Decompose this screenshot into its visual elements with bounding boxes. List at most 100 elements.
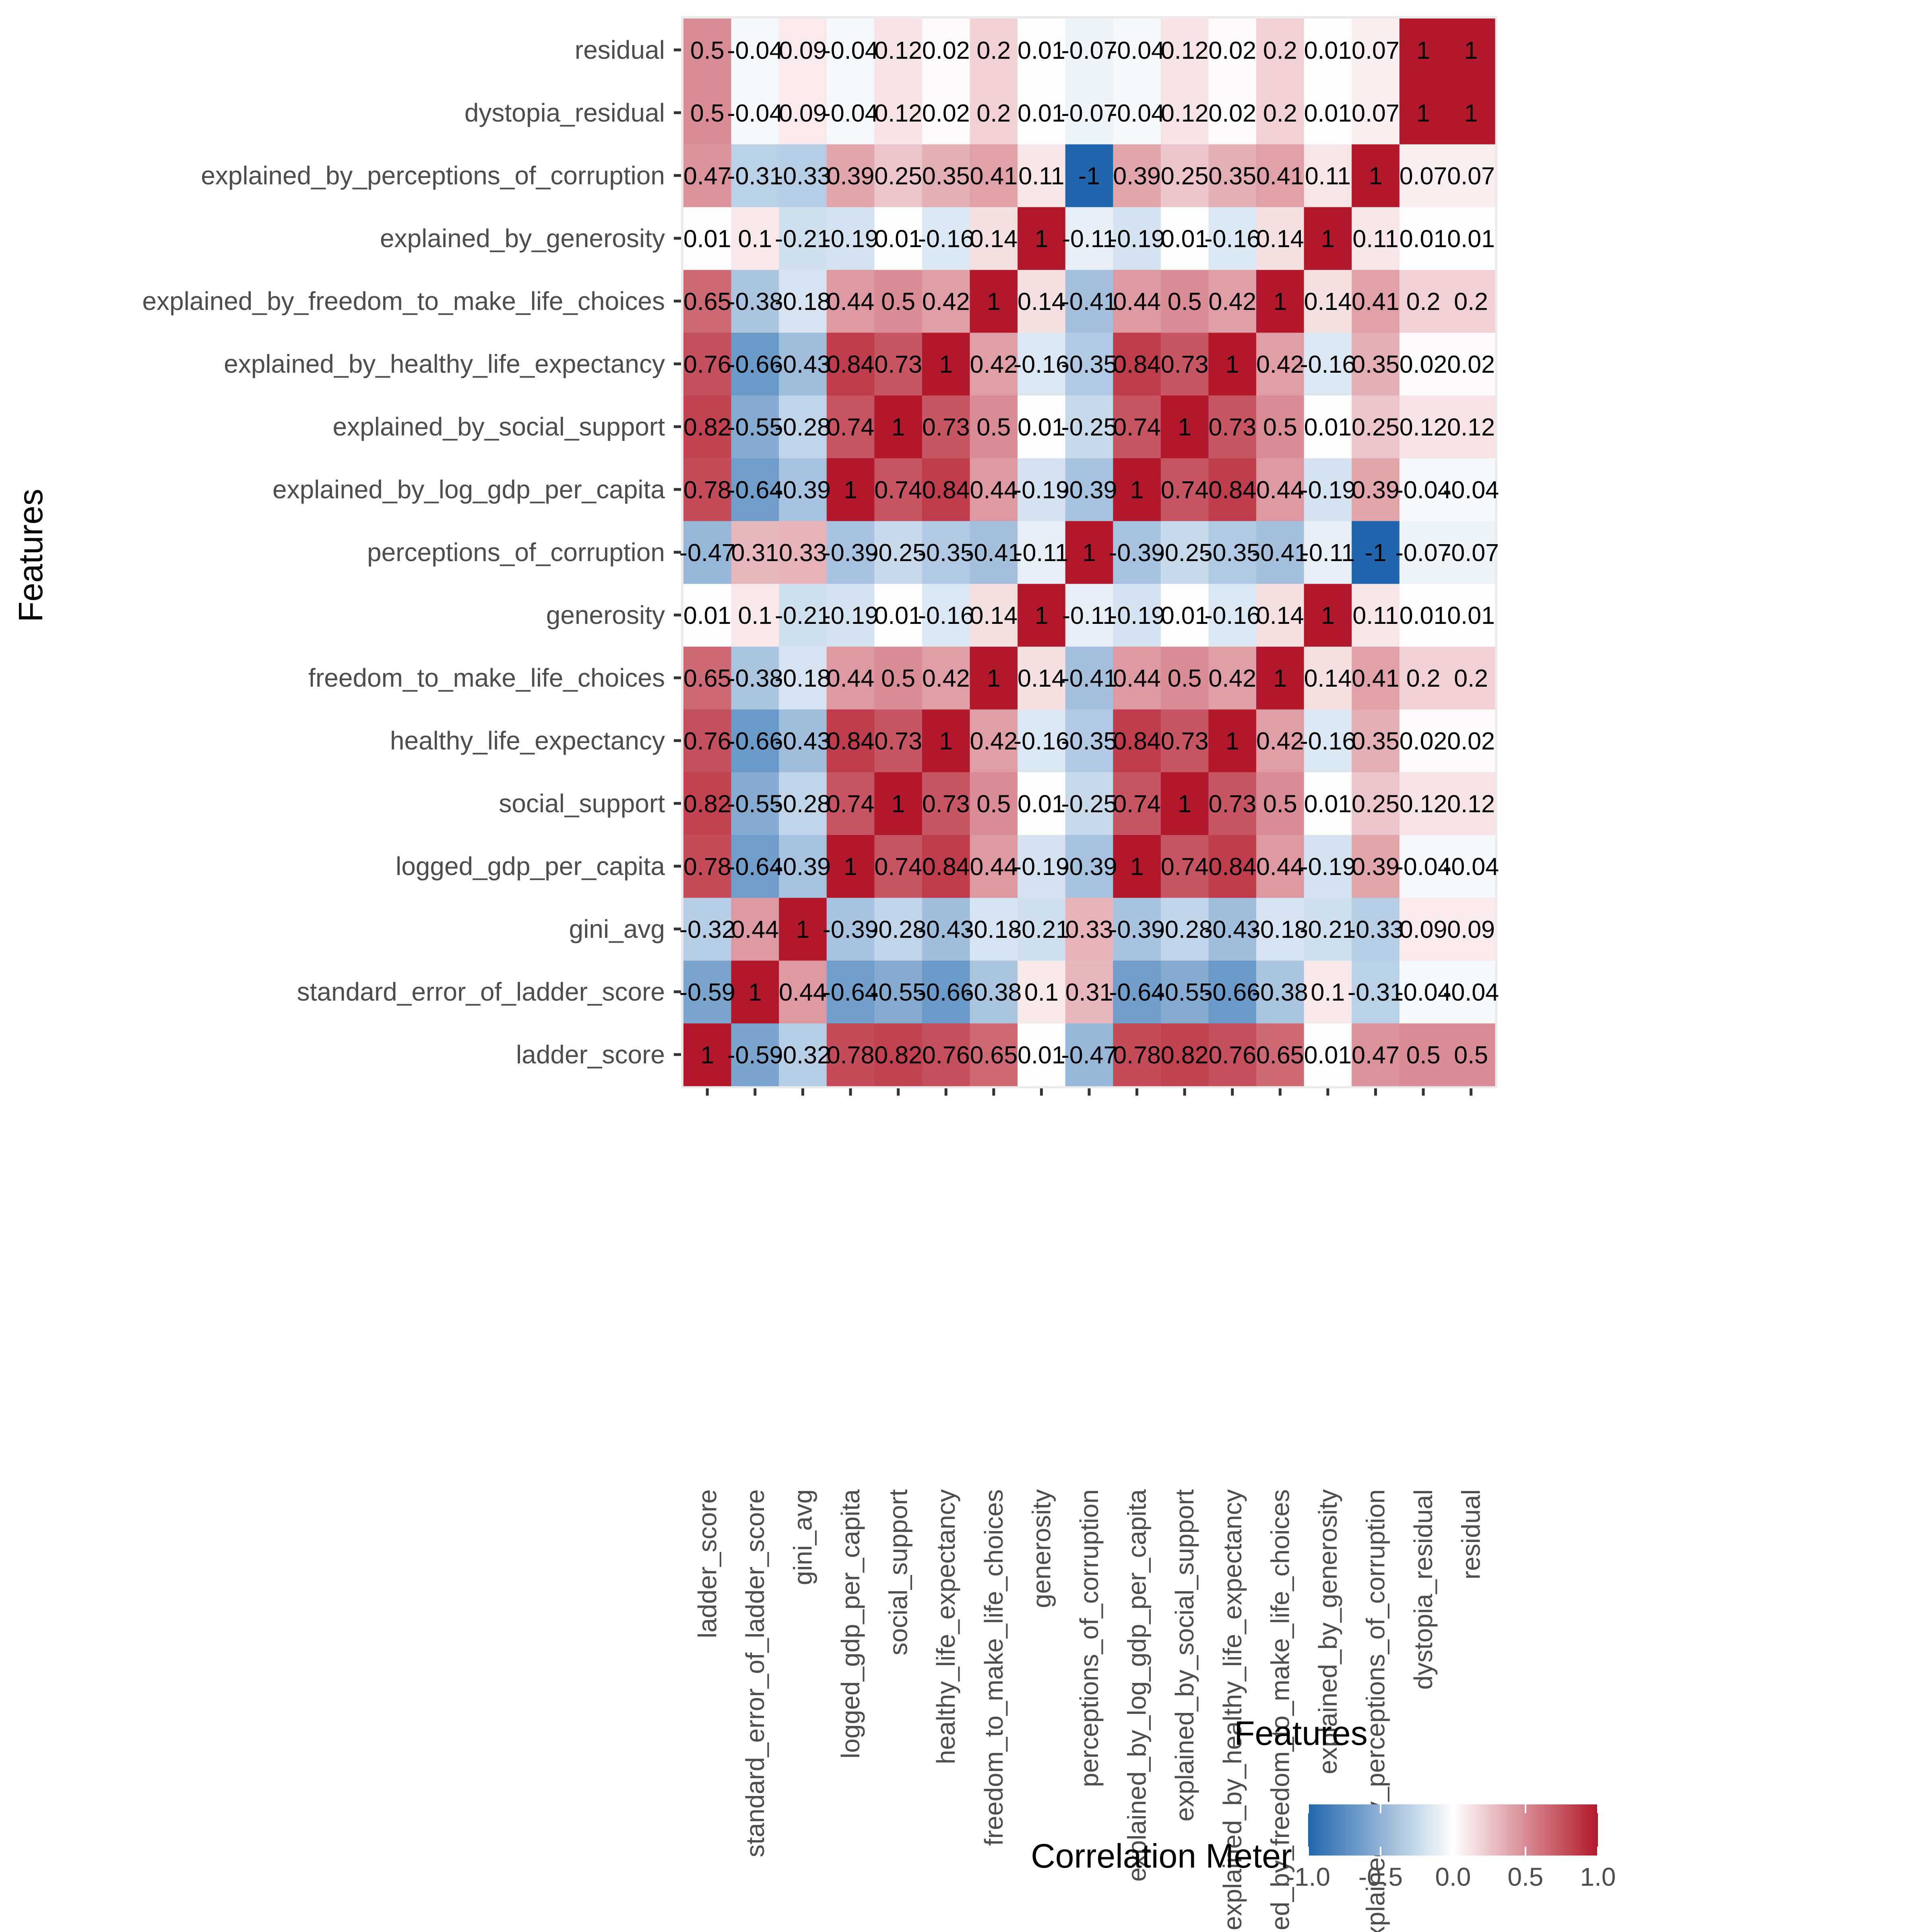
heatmap-cell [1399,646,1448,710]
cell-value-label: 0.09 [1447,916,1495,943]
heatmap-cell [1065,898,1113,961]
heatmap-cell [1018,960,1066,1024]
cell-value-label: 0.84 [1208,476,1256,504]
cell-value-label: 0.44 [970,853,1018,880]
heatmap-cell [731,270,779,333]
cell-value-label: 0.44 [779,978,827,1006]
cell-value-label: 0.01 [1304,1041,1352,1069]
cell-value-label: 0.1 [738,225,772,252]
heatmap-cell [1018,772,1066,835]
heatmap-cell [826,395,875,458]
cell-value-label: -0.04 [1109,99,1165,127]
cell-value-label: 0.41 [1352,288,1399,315]
heatmap-cell [1160,960,1209,1024]
heatmap-cell [1256,584,1305,647]
heatmap-cell [1018,898,1066,961]
heatmap-cell [1208,584,1257,647]
heatmap-cell [1352,835,1400,898]
legend-tick-label: 0.0 [1435,1862,1471,1891]
heatmap-cell [1256,521,1305,584]
heatmap-cell [731,709,779,772]
cell-value-label: 0.02 [1447,727,1495,755]
cell-value-label: -0.28 [870,916,926,943]
heatmap-cell [922,270,970,333]
heatmap-cell [1065,207,1113,270]
heatmap-cell [1113,144,1161,207]
cell-value-label: -0.64 [727,476,783,504]
x-tick-label: explained_by_log_gdp_per_capita [1123,1489,1152,1882]
cell-value-label: 0.01 [1304,99,1352,127]
heatmap-cell [1352,19,1400,82]
cell-value-label: 0.12 [1447,790,1495,817]
heatmap-cell [922,395,970,458]
heatmap-cell [1065,270,1113,333]
y-tick-label: explained_by_freedom_to_make_life_choice… [142,287,665,316]
cell-value-label: 0.74 [874,476,922,504]
heatmap-cell [779,646,827,710]
cell-value-label: 0.35 [1352,351,1399,378]
heatmap-cell [1160,584,1209,647]
cell-value-label: -0.55 [1157,978,1213,1006]
heatmap-cell [874,144,923,207]
cell-value-label: -0.19 [1013,853,1069,880]
heatmap-cell [1065,81,1113,144]
cell-value-label: -0.16 [1300,727,1356,755]
cell-value-label: 0.14 [1304,288,1352,315]
cell-value-label: 0.2 [976,37,1011,64]
cell-value-label: 0.01 [1018,790,1065,817]
heatmap-cell [1113,898,1161,961]
cell-value-label: 1 [892,790,905,817]
x-tick-label: freedom_to_make_life_choices [979,1489,1008,1846]
heatmap-cell [1304,898,1352,961]
cell-value-label: 1 [1178,413,1191,441]
cell-value-label: 0.12 [1447,413,1495,441]
cell-value-label: 0.42 [1208,288,1256,315]
cell-value-label: -0.33 [775,162,831,190]
cell-value-label: 0.41 [1352,665,1399,692]
heatmap-cell [1160,395,1209,458]
cell-value-label: -0.04 [727,99,783,127]
heatmap-cell [1304,207,1352,270]
cell-value-label: 0.42 [1208,665,1256,692]
cell-value-label: -0.18 [1252,916,1308,943]
cell-value-label: 1 [796,916,810,943]
cell-value-label: 0.14 [1256,225,1304,252]
cell-value-label: -0.04 [1395,476,1451,504]
heatmap-cell [1113,270,1161,333]
heatmap-cell [826,960,875,1024]
heatmap-cell [1208,1023,1257,1086]
heatmap-cell [1208,458,1257,521]
heatmap-cell [683,332,732,396]
heatmap-cell [970,584,1018,647]
heatmap-cell [1352,207,1400,270]
heatmap-cell [1352,646,1400,710]
cell-value-label: -0.35 [1204,539,1260,566]
heatmap-cell [1065,772,1113,835]
heatmap-cell [683,960,732,1024]
heatmap-cell [874,458,923,521]
cell-value-label: 1 [844,853,857,880]
x-tick-label: residual [1457,1489,1486,1579]
heatmap-cell [1256,772,1305,835]
cell-value-label: -0.16 [1300,351,1356,378]
cell-value-label: 0.35 [1352,727,1399,755]
heatmap-cell [1160,709,1209,772]
cell-value-label: 0.47 [1352,1041,1399,1069]
heatmap-cell [970,898,1018,961]
heatmap-cell [1447,395,1495,458]
cell-value-label: -0.19 [823,225,879,252]
cell-value-label: 0.12 [874,99,922,127]
legend-tick-label: 0.5 [1508,1862,1544,1891]
heatmap-cell [970,1023,1018,1086]
cell-value-label: -0.38 [727,288,783,315]
cell-value-label: 0.07 [1447,162,1495,190]
heatmap-cell [683,772,732,835]
heatmap-cell [1304,835,1352,898]
cell-value-label: -0.11 [1062,602,1117,629]
heatmap-cell [874,207,923,270]
cell-value-label: -0.55 [870,978,926,1006]
heatmap-cell [1160,835,1209,898]
cell-value-label: 0.76 [683,727,731,755]
cell-value-label: 0.5 [881,288,915,315]
heatmap-cell [1065,458,1113,521]
